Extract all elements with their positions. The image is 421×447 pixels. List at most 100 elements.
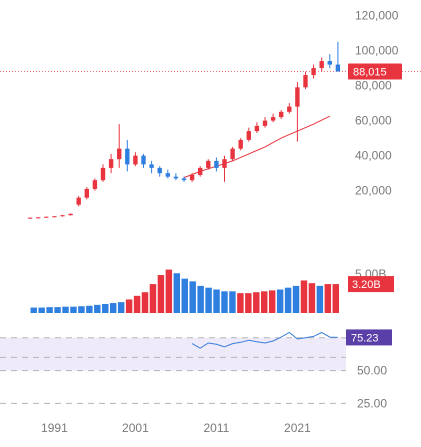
candle-body[interactable] bbox=[254, 125, 260, 132]
volume-bar[interactable] bbox=[46, 307, 53, 313]
volume-bar[interactable] bbox=[253, 292, 260, 313]
volume-bar[interactable] bbox=[237, 293, 244, 313]
volume-bar[interactable] bbox=[38, 307, 45, 313]
volume-bar[interactable] bbox=[245, 293, 252, 313]
oscillator-value-label: 75.23 bbox=[351, 332, 379, 344]
oscillator-band bbox=[0, 337, 346, 371]
volume-bar[interactable] bbox=[284, 287, 292, 313]
volume-bar[interactable] bbox=[125, 299, 133, 313]
volume-bar[interactable] bbox=[78, 306, 85, 313]
candle-body[interactable] bbox=[173, 176, 179, 179]
candle-body[interactable] bbox=[189, 174, 195, 181]
candle-body[interactable] bbox=[84, 188, 89, 198]
candle-body[interactable] bbox=[76, 197, 81, 205]
last-price-label: 88,015 bbox=[353, 67, 387, 79]
time-axis: 1991 2001 2011 2021 bbox=[41, 421, 311, 435]
volume-bar[interactable] bbox=[308, 283, 316, 313]
price-tick-label: 40,000 bbox=[355, 149, 392, 163]
candle-body[interactable] bbox=[108, 159, 114, 168]
last-volume-tag bbox=[348, 276, 394, 293]
volume-bar[interactable] bbox=[189, 281, 196, 313]
oscillator-tick-label: 50.00 bbox=[357, 364, 387, 378]
volume-bar[interactable] bbox=[213, 289, 220, 314]
volume-bar[interactable] bbox=[149, 284, 157, 313]
volume-bar[interactable] bbox=[316, 285, 324, 313]
volume-bar[interactable] bbox=[141, 292, 149, 313]
candle-body[interactable] bbox=[230, 148, 235, 160]
volume-bar[interactable] bbox=[292, 285, 300, 313]
volume-bar[interactable] bbox=[261, 291, 268, 313]
candle-body[interactable] bbox=[133, 155, 138, 165]
last-price-tag bbox=[348, 63, 402, 80]
volume-bar[interactable] bbox=[94, 304, 101, 313]
time-tick-label: 1991 bbox=[41, 421, 68, 435]
candle-body[interactable] bbox=[117, 148, 122, 160]
candle-body[interactable] bbox=[214, 160, 219, 168]
candle-body[interactable] bbox=[125, 148, 130, 165]
time-tick-label: 2011 bbox=[203, 421, 229, 435]
volume-bar[interactable] bbox=[229, 291, 236, 313]
volume-bar[interactable] bbox=[117, 302, 125, 313]
candle-body[interactable] bbox=[100, 167, 106, 181]
candle-body[interactable] bbox=[262, 120, 268, 126]
volume-bar[interactable] bbox=[268, 290, 276, 313]
price-tick-label: 60,000 bbox=[355, 114, 392, 128]
candle-body[interactable] bbox=[311, 68, 316, 76]
candle-body[interactable] bbox=[279, 111, 284, 118]
candle-body[interactable] bbox=[287, 106, 292, 112]
volume-bar[interactable] bbox=[181, 278, 188, 313]
volume-bar[interactable] bbox=[173, 273, 181, 313]
candle-body[interactable] bbox=[68, 213, 73, 216]
volume-bar[interactable] bbox=[165, 269, 173, 313]
candle-body[interactable] bbox=[44, 216, 49, 218]
price-panel[interactable]: 120,000 100,000 80,000 60,000 40,000 20,000 88… bbox=[0, 9, 421, 219]
candle-body[interactable] bbox=[319, 61, 324, 69]
volume-bar[interactable] bbox=[276, 289, 284, 314]
oscillator-tick-label: 25.00 bbox=[357, 396, 387, 410]
candle-body[interactable] bbox=[206, 160, 211, 168]
candle-body[interactable] bbox=[327, 61, 332, 65]
volume-bar[interactable] bbox=[332, 284, 339, 313]
candle-body[interactable] bbox=[92, 180, 98, 189]
candle-body[interactable] bbox=[181, 178, 187, 181]
price-tick-label: 80,000 bbox=[355, 79, 392, 93]
candle-body[interactable] bbox=[246, 131, 251, 140]
volume-bar[interactable] bbox=[86, 305, 93, 313]
candle-body[interactable] bbox=[270, 117, 276, 121]
candle-body[interactable] bbox=[60, 215, 65, 217]
time-tick-label: 2021 bbox=[284, 421, 311, 435]
last-volume-label: 3.20B bbox=[352, 279, 381, 291]
volume-bar[interactable] bbox=[300, 280, 308, 313]
volume-bar[interactable] bbox=[133, 295, 141, 313]
candle-body[interactable] bbox=[165, 173, 170, 177]
oscillator-panel[interactable]: 50.00 25.00 75.23 bbox=[0, 329, 392, 410]
volume-bar[interactable] bbox=[54, 307, 61, 313]
candle-body[interactable] bbox=[238, 139, 243, 149]
volume-bar[interactable] bbox=[102, 303, 109, 313]
volume-bar[interactable] bbox=[324, 284, 332, 313]
candle-body[interactable] bbox=[303, 75, 308, 88]
volume-bar[interactable] bbox=[62, 306, 69, 313]
candle-body[interactable] bbox=[27, 217, 33, 219]
candle-body[interactable] bbox=[36, 217, 41, 219]
candle-body[interactable] bbox=[157, 167, 162, 174]
candle-body[interactable] bbox=[149, 164, 154, 168]
volume-bar[interactable] bbox=[70, 306, 77, 313]
candle-body[interactable] bbox=[141, 155, 146, 165]
volume-bar[interactable] bbox=[221, 291, 228, 313]
candle-body[interactable] bbox=[52, 216, 57, 218]
price-tick-label: 20,000 bbox=[355, 184, 392, 198]
oscillator-line bbox=[191, 331, 338, 349]
candle-body[interactable] bbox=[335, 64, 341, 72]
volume-bar[interactable] bbox=[157, 275, 165, 313]
volume-bar[interactable] bbox=[109, 303, 117, 313]
volume-bar[interactable] bbox=[197, 285, 204, 313]
candle-body[interactable] bbox=[198, 167, 203, 175]
candle-body[interactable] bbox=[295, 87, 300, 107]
candle-body[interactable] bbox=[222, 159, 227, 168]
time-tick-label: 2001 bbox=[122, 421, 149, 435]
volume-bar[interactable] bbox=[205, 287, 212, 313]
volume-bar[interactable] bbox=[30, 307, 37, 313]
